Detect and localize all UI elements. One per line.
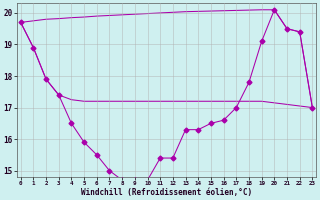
X-axis label: Windchill (Refroidissement éolien,°C): Windchill (Refroidissement éolien,°C) — [81, 188, 252, 197]
